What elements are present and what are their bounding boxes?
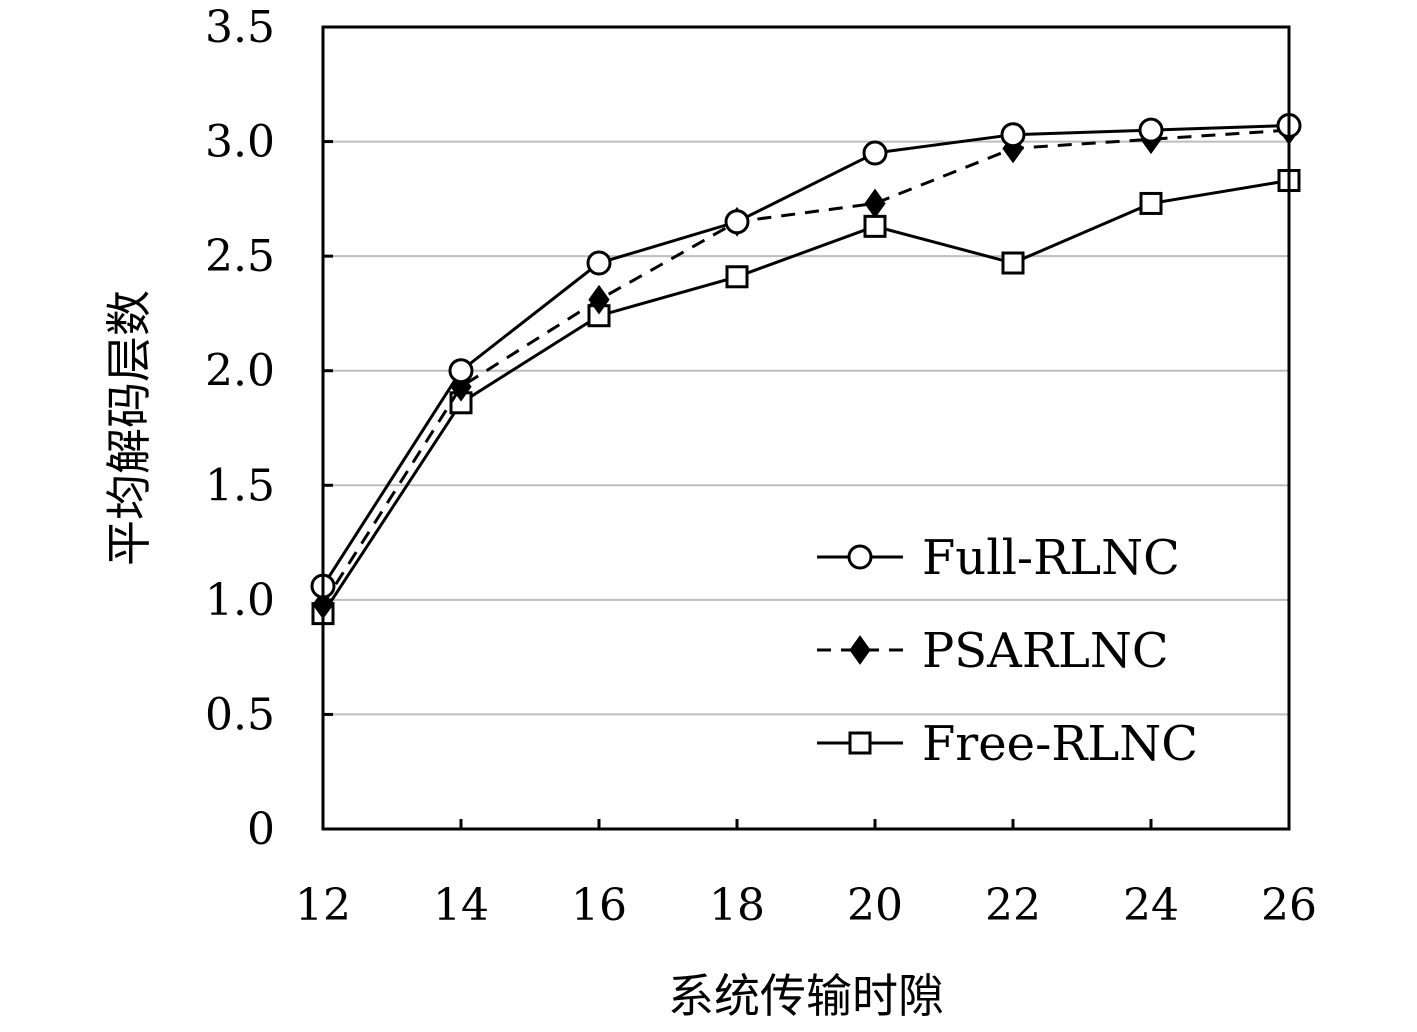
x-axis-title: 系统传输时隙 <box>668 969 944 1023</box>
y-tick-label: 0 <box>247 804 275 855</box>
series-full-rlnc <box>310 113 1302 599</box>
y-tick-label: 2.5 <box>205 231 275 282</box>
y-axis-title: 平均解码层数 <box>102 290 156 566</box>
data-point-square <box>1001 251 1025 275</box>
data-point-circle <box>448 358 474 384</box>
legend: Full-RLNC PSARLNC Free-RLNC <box>817 530 1198 772</box>
x-tick-label: 24 <box>1123 880 1179 931</box>
data-point-circle <box>724 209 750 235</box>
legend-item: Full-RLNC <box>817 530 1180 586</box>
legend-label: PSARLNC <box>922 623 1169 679</box>
data-point-circle <box>862 140 888 166</box>
data-point-circle <box>1138 117 1164 143</box>
data-point-circle <box>847 544 873 570</box>
y-axis: 0 0.5 1.0 1.5 2.0 2.5 3.0 3.5 <box>205 2 333 855</box>
series-line <box>321 128 1290 606</box>
legend-label: Free-RLNC <box>922 716 1198 772</box>
x-tick-label: 12 <box>295 880 351 931</box>
y-tick-label: 1.5 <box>205 460 275 511</box>
x-axis: 12 14 16 18 20 22 24 26 <box>295 819 1317 931</box>
data-point-circle <box>586 250 612 276</box>
data-point-square <box>1139 191 1163 215</box>
legend-label: Full-RLNC <box>922 530 1180 586</box>
x-tick-label: 20 <box>847 880 903 931</box>
y-tick-label: 1.0 <box>205 575 275 626</box>
y-tick-label: 3.5 <box>205 2 275 53</box>
data-point-diamond <box>588 284 610 315</box>
gridlines <box>323 140 1289 716</box>
x-tick-label: 14 <box>433 880 489 931</box>
y-tick-label: 2.0 <box>205 346 275 397</box>
y-tick-label: 0.5 <box>205 689 275 740</box>
legend-item: PSARLNC <box>817 623 1169 679</box>
series-line <box>321 124 1290 587</box>
data-point-diamond <box>864 188 886 219</box>
data-point-circle <box>1000 122 1026 148</box>
x-tick-label: 18 <box>709 880 765 931</box>
legend-item: Free-RLNC <box>817 716 1198 772</box>
y-tick-label: 3.0 <box>205 117 275 168</box>
plot-frame <box>321 25 1291 831</box>
data-point-square <box>725 265 749 289</box>
data-point-square <box>863 214 887 238</box>
x-tick-label: 22 <box>985 880 1041 931</box>
data-point-square <box>848 731 872 755</box>
data-point-diamond <box>849 635 871 665</box>
series-layer <box>310 113 1302 626</box>
series-line <box>321 179 1290 615</box>
x-tick-label: 26 <box>1261 880 1317 931</box>
x-tick-label: 16 <box>571 880 627 931</box>
